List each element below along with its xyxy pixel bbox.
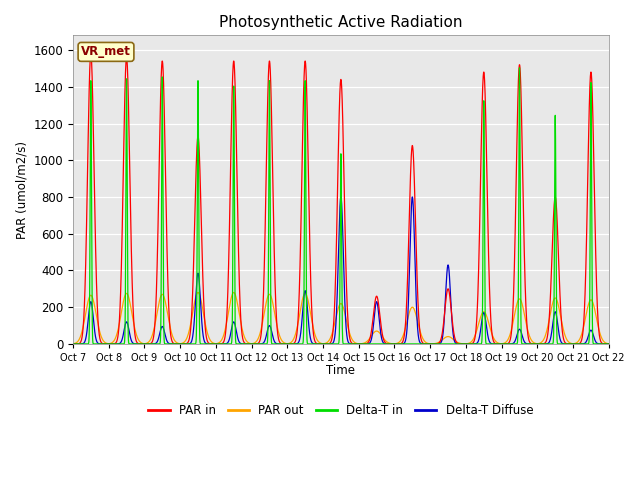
Delta-T Diffuse [337,194,345,200]
PAR out [461,341,469,347]
PAR out [166,320,173,326]
Line: Delta-T in: Delta-T in [73,68,609,344]
PAR out [605,341,612,347]
PAR in [461,341,468,347]
Delta-T in [516,65,524,71]
Delta-T in [431,341,439,347]
Delta-T in [461,341,468,347]
PAR in [87,51,95,57]
PAR out [492,338,499,344]
Title: Photosynthetic Active Radiation: Photosynthetic Active Radiation [219,15,463,30]
PAR out [604,341,612,347]
Delta-T in [492,341,499,347]
Delta-T Diffuse [492,341,499,347]
PAR in [69,341,77,347]
Delta-T Diffuse [605,341,612,347]
Delta-T Diffuse [461,341,468,347]
Delta-T Diffuse [69,341,77,347]
Line: PAR out: PAR out [73,292,609,344]
PAR in [605,341,612,347]
Delta-T Diffuse [166,341,173,347]
PAR in [604,341,612,347]
Y-axis label: PAR (umol/m2/s): PAR (umol/m2/s) [15,141,28,239]
Delta-T in [69,341,77,347]
PAR in [166,317,173,323]
PAR in [431,341,439,347]
X-axis label: Time: Time [326,364,355,377]
Line: PAR in: PAR in [73,54,609,344]
PAR out [321,341,329,347]
Line: Delta-T Diffuse: Delta-T Diffuse [73,197,609,344]
Delta-T Diffuse [431,341,439,347]
PAR out [319,341,327,347]
Delta-T Diffuse [604,341,612,347]
PAR out [431,341,439,347]
Text: VR_met: VR_met [81,46,131,59]
Delta-T in [321,341,328,347]
PAR in [321,341,329,347]
PAR out [194,289,202,295]
Legend: PAR in, PAR out, Delta-T in, Delta-T Diffuse: PAR in, PAR out, Delta-T in, Delta-T Dif… [143,399,538,421]
PAR out [69,341,77,347]
Delta-T Diffuse [321,341,328,347]
Delta-T in [166,341,173,347]
PAR in [492,341,499,347]
Delta-T in [605,341,612,347]
Delta-T in [604,341,612,347]
